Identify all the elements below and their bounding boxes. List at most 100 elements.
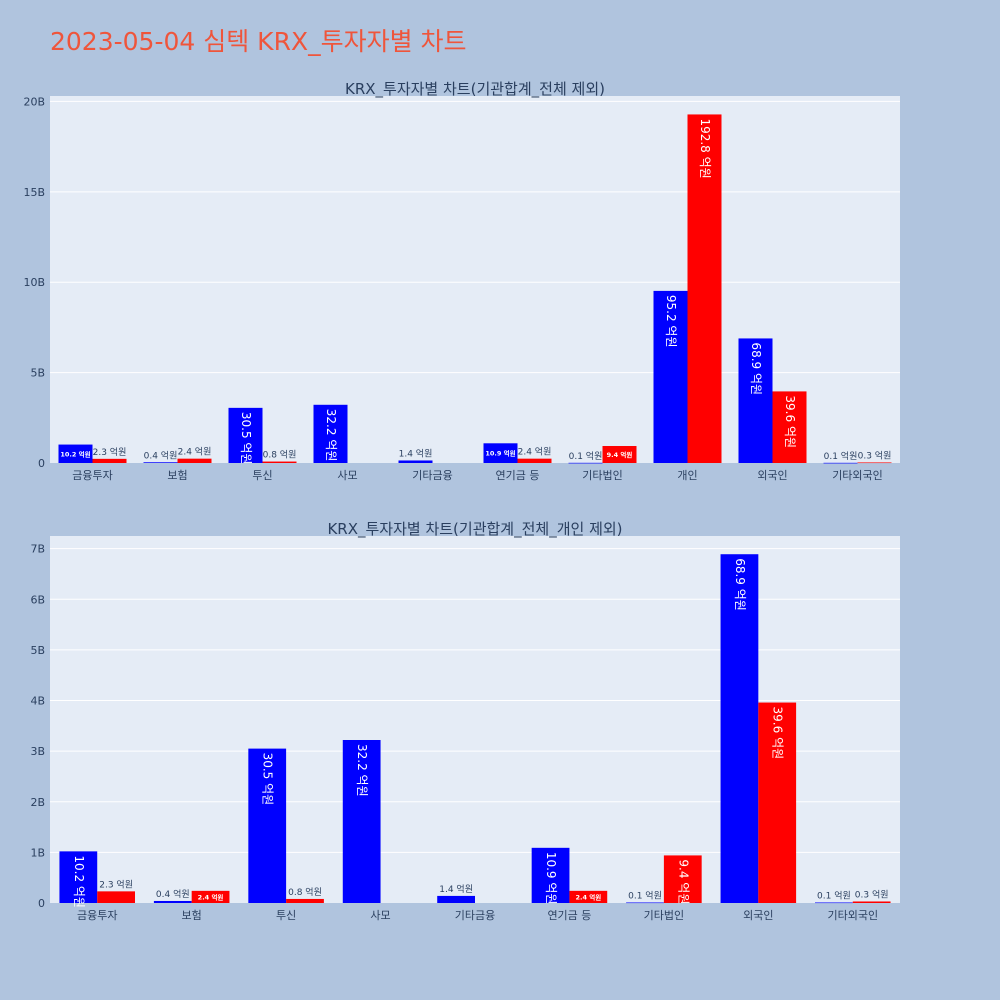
bar [517,458,552,463]
x-tick-label: 금융투자 [77,909,117,922]
data-label: 0.8 억원 [288,886,322,898]
x-tick-label: 외국인 [757,469,787,482]
bar [663,855,702,903]
chart-title: KRX_투자자별 차트(기관합계_전체 제외) [345,80,605,99]
bar [568,462,603,464]
x-tick-label: 사모 [370,909,390,922]
data-label: 2.4 억원 [198,892,224,901]
bar [143,462,178,463]
y-tick-label: 0 [38,897,45,910]
data-label: 2.4 억원 [518,446,552,458]
bar [852,901,891,903]
chart-bottom: KRX_투자자별 차트(기관합계_전체_개인 제외) 0 1B 2B 3B 4B 5B 6B 7… [30,520,900,922]
x-tick-label: 기타외국인 [832,469,883,482]
bar [342,740,381,903]
y-tick-label: 3B [30,745,45,758]
data-label: 0.3 억원 [858,449,892,461]
bar [857,462,892,464]
x-tick-label: 연기금 등 [496,469,540,482]
data-label: 0.8 억원 [263,449,297,461]
data-label: 32.2 억원 [355,744,369,797]
x-tick-label: 기타금융 [412,469,452,482]
x-tick-label: 기타금융 [455,909,495,922]
data-label: 0.1 억원 [824,450,858,462]
bar [653,290,688,463]
x-tick-label: 기타법인 [644,909,684,922]
x-tick-label: 보험 [182,909,202,922]
bar [398,460,433,463]
bar [153,900,192,903]
bar [228,407,263,463]
chart-title: KRX_투자자별 차트(기관합계_전체_개인 제외) [327,520,622,539]
data-label: 0.4 억원 [144,449,178,461]
data-label: 1.4 억원 [439,883,473,895]
data-label: 0.1 억원 [569,450,603,462]
data-label: 0.1 억원 [628,889,662,901]
y-tick-label: 5B [30,367,45,380]
data-label: 39.6 억원 [783,395,797,448]
bar [531,847,570,903]
bar [569,890,608,903]
data-label: 192.8 억원 [698,118,712,178]
bar [191,890,230,903]
data-label: 10.2 억원 [60,449,90,458]
data-label: 9.4 억원 [676,859,690,904]
data-label: 68.9 억원 [733,558,747,611]
data-label: 32.2 억원 [324,409,338,462]
x-tick-label: 금융투자 [72,469,112,482]
data-label: 0.3 억원 [855,888,889,900]
y-tick-label: 0 [38,457,45,470]
data-label: 1.4 억원 [399,447,433,459]
x-tick-label: 투신 [252,469,272,482]
data-label: 95.2 억원 [664,295,678,348]
data-label: 10.2 억원 [72,855,86,908]
y-tick-label: 7B [30,543,45,556]
page-title: 2023-05-04 심텍 KRX_투자자별 차트 [50,27,467,56]
y-tick-label: 4B [30,695,45,708]
bar [97,891,135,903]
bar [177,458,212,463]
bar [815,902,853,904]
data-label: 39.6 억원 [771,707,785,760]
y-tick-label: 5B [30,644,45,657]
data-label: 2.3 억원 [93,446,127,458]
bar [626,902,664,904]
bar [687,114,722,463]
data-label: 0.4 억원 [156,888,190,900]
data-label: 10.9 억원 [485,449,515,458]
y-tick-label: 2B [30,796,45,809]
data-label: 68.9 억원 [749,342,763,395]
x-tick-label: 개인 [677,469,697,482]
data-label: 0.1 억원 [817,889,851,901]
bar [758,702,797,903]
bar [92,458,127,463]
y-tick-label: 15B [23,186,45,199]
data-label: 30.5 억원 [261,753,275,806]
bar [437,895,475,903]
data-label: 30.5 억원 [239,412,253,465]
bar [58,444,93,463]
bar [823,462,858,464]
y-tick-label: 6B [30,593,45,606]
bar [248,748,287,903]
x-tick-label: 외국인 [743,909,773,922]
data-label: 10.9 억원 [544,852,558,905]
bar [59,851,98,903]
x-tick-label: 연기금 등 [547,909,591,922]
bar [286,898,324,903]
x-tick-label: 기타법인 [582,469,622,482]
bar [313,404,348,463]
y-tick-label: 10B [23,276,45,289]
bar [262,461,297,463]
bar [720,554,759,903]
data-label: 2.4 억원 [575,892,601,901]
data-label: 2.3 억원 [99,878,133,890]
x-tick-label: 투신 [276,909,296,922]
y-tick-label: 1B [30,846,45,859]
bar [483,443,518,463]
x-tick-label: 사모 [337,469,357,482]
data-label: 2.4 억원 [178,446,212,458]
x-tick-label: 기타외국인 [827,909,878,922]
x-tick-label: 보험 [167,469,187,482]
chart-top: KRX_투자자별 차트(기관합계_전체 제외) 0 5B 10B 15B 20B 금융투자 보… [23,80,900,482]
